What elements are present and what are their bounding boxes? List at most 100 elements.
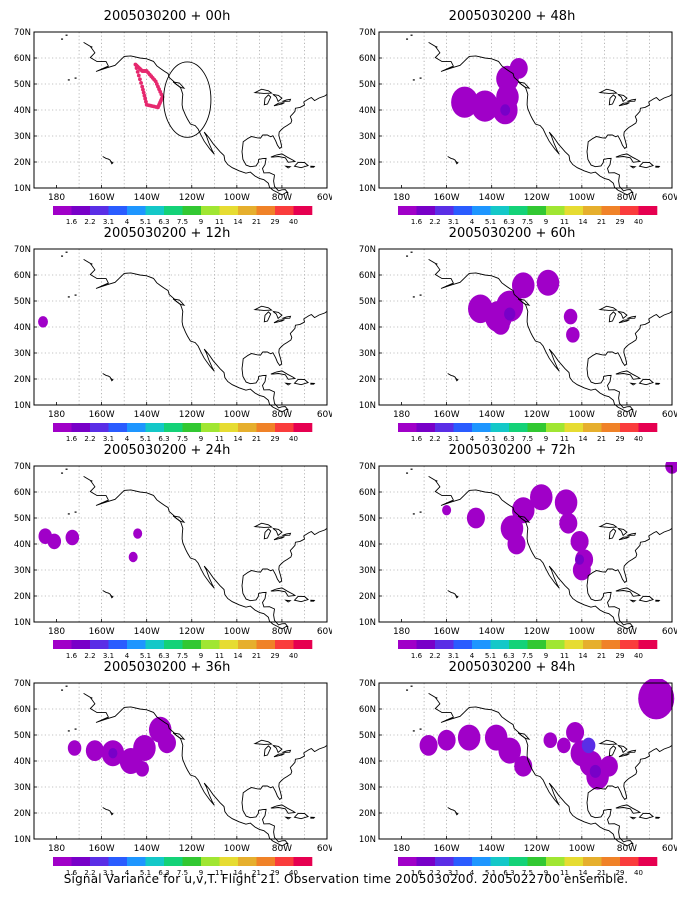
colorbar-swatch xyxy=(564,423,584,432)
variance-contour xyxy=(570,531,589,552)
colorbar-swatch xyxy=(472,206,491,215)
observation-point xyxy=(141,87,145,92)
island-speck xyxy=(74,294,77,296)
lake-outline xyxy=(272,310,283,320)
colorbar-label: 2.2 xyxy=(429,218,440,226)
colorbar-label: 4 xyxy=(470,869,475,877)
island-speck xyxy=(406,38,409,40)
observation-point xyxy=(138,77,142,82)
island-speck xyxy=(65,468,68,470)
colorbar-swatch xyxy=(583,206,602,215)
variance-contour xyxy=(589,764,602,778)
colorbar-label: 9 xyxy=(199,652,203,660)
colorbar-swatch xyxy=(145,423,165,432)
variance-contour xyxy=(133,735,156,761)
longitude-tick-label: 80W xyxy=(617,627,637,637)
colorbar-label: 3.1 xyxy=(448,435,459,443)
colorbar-swatch xyxy=(71,423,91,432)
figure-caption: Signal Variance for u,v,T. Flight 21. Ob… xyxy=(63,872,629,886)
longitude-tick-label: 80W xyxy=(272,193,292,203)
colorbar-label: 6.3 xyxy=(158,652,169,660)
colorbar-label: 7.5 xyxy=(177,652,188,660)
island-speck xyxy=(412,296,415,298)
colorbar-swatch xyxy=(256,423,276,432)
latitude-tick-label: 70N xyxy=(14,28,31,38)
colorbar-swatch xyxy=(601,857,621,866)
island-speck xyxy=(412,730,415,732)
panel-24h: 2005030200 + 24h 70N 60N 50N 40N 30N 20N 10N 18… xyxy=(2,443,332,661)
variance-field xyxy=(442,462,677,581)
colorbar-swatch xyxy=(71,857,91,866)
panel-48h: 2005030200 + 48h 70N 60N 50N 40N 30N 20N 10N 18… xyxy=(347,10,677,227)
island-speck xyxy=(74,728,77,730)
colorbar-swatch xyxy=(108,640,128,649)
island-speck xyxy=(65,34,68,36)
island-coast xyxy=(310,165,316,168)
colorbar-label: 29 xyxy=(271,869,280,877)
island-speck xyxy=(74,77,77,79)
latitude-tick-label: 40N xyxy=(359,323,376,333)
longitude-tick-label: 80W xyxy=(617,193,637,203)
colorbar-label: 14 xyxy=(579,869,588,877)
lake-outline xyxy=(627,532,637,536)
coastline xyxy=(428,42,673,196)
panel-00h: 2005030200 + 00h 70N 60N 50N 40N 30N 20N 10N 18… xyxy=(2,10,332,227)
longitude-tick-label: 60W xyxy=(317,193,332,203)
panel-72h: 2005030200 + 72h 70N 60N 50N 40N 30N 20N 10N 18… xyxy=(347,444,677,660)
colorbar-label: 2.2 xyxy=(84,218,95,226)
variance-contour xyxy=(599,755,618,777)
longitude-tick-label: 180 xyxy=(393,410,410,420)
island-coast xyxy=(629,816,637,820)
lake-outline xyxy=(263,311,272,323)
longitude-tick-label: 180 xyxy=(393,844,410,854)
colorbar-label: 21 xyxy=(597,652,606,660)
latitude-tick-label: 50N xyxy=(359,80,376,90)
colorbar-label: 11 xyxy=(215,435,224,443)
colorbar-swatch xyxy=(90,857,109,866)
island-speck xyxy=(61,38,64,40)
coastline xyxy=(428,259,673,413)
colorbar-swatch xyxy=(583,423,602,432)
colorbar-swatch xyxy=(546,423,565,432)
island-coast xyxy=(517,732,531,740)
longitude-tick-label: 180 xyxy=(393,193,410,203)
colorbar-label: 3.1 xyxy=(448,652,459,660)
coastline xyxy=(83,42,328,196)
island-coast xyxy=(629,382,637,386)
latitude-tick-label: 20N xyxy=(14,809,31,819)
variance-field xyxy=(38,316,48,328)
colorbar-label: 3.1 xyxy=(103,869,114,877)
colorbar-label: 2.2 xyxy=(429,652,440,660)
panel-title: 2005030200 + 24h xyxy=(103,443,231,458)
latitude-tick-label: 40N xyxy=(14,757,31,767)
longitude-tick-label: 80W xyxy=(272,627,292,637)
colorbar-swatch xyxy=(127,423,146,432)
island-coast xyxy=(655,382,661,385)
latitude-tick-label: 50N xyxy=(359,731,376,741)
variance-contour xyxy=(638,679,675,720)
variance-field xyxy=(419,679,675,790)
colorbar-label: 6.3 xyxy=(503,218,514,226)
variance-contour xyxy=(466,507,485,529)
colorbar-label: 29 xyxy=(616,652,625,660)
island-coast xyxy=(615,153,642,163)
latitude-tick-label: 30N xyxy=(359,349,376,359)
colorbar-label: 7.5 xyxy=(177,218,188,226)
lake-outline xyxy=(608,94,617,106)
colorbar-swatch xyxy=(509,857,528,866)
longitude-tick-label: 100W xyxy=(569,410,595,420)
colorbar-swatch xyxy=(256,857,276,866)
variance-contour xyxy=(451,86,479,118)
island-speck xyxy=(435,480,438,482)
island-coast xyxy=(284,382,292,386)
island-speck xyxy=(410,685,413,687)
map: 70N 60N 50N 40N 30N 20N 10N 180 160W 140W 120W 100W… xyxy=(14,679,332,854)
panel-title: 2005030200 + 36h xyxy=(103,660,231,675)
variance-contour xyxy=(498,737,521,764)
variance-contour xyxy=(572,559,591,581)
colorbar-label: 1.6 xyxy=(66,869,78,877)
latitude-tick-label: 60N xyxy=(14,271,31,281)
variance-contour xyxy=(85,740,104,761)
island-speck xyxy=(67,296,70,298)
variance-field xyxy=(468,269,580,343)
